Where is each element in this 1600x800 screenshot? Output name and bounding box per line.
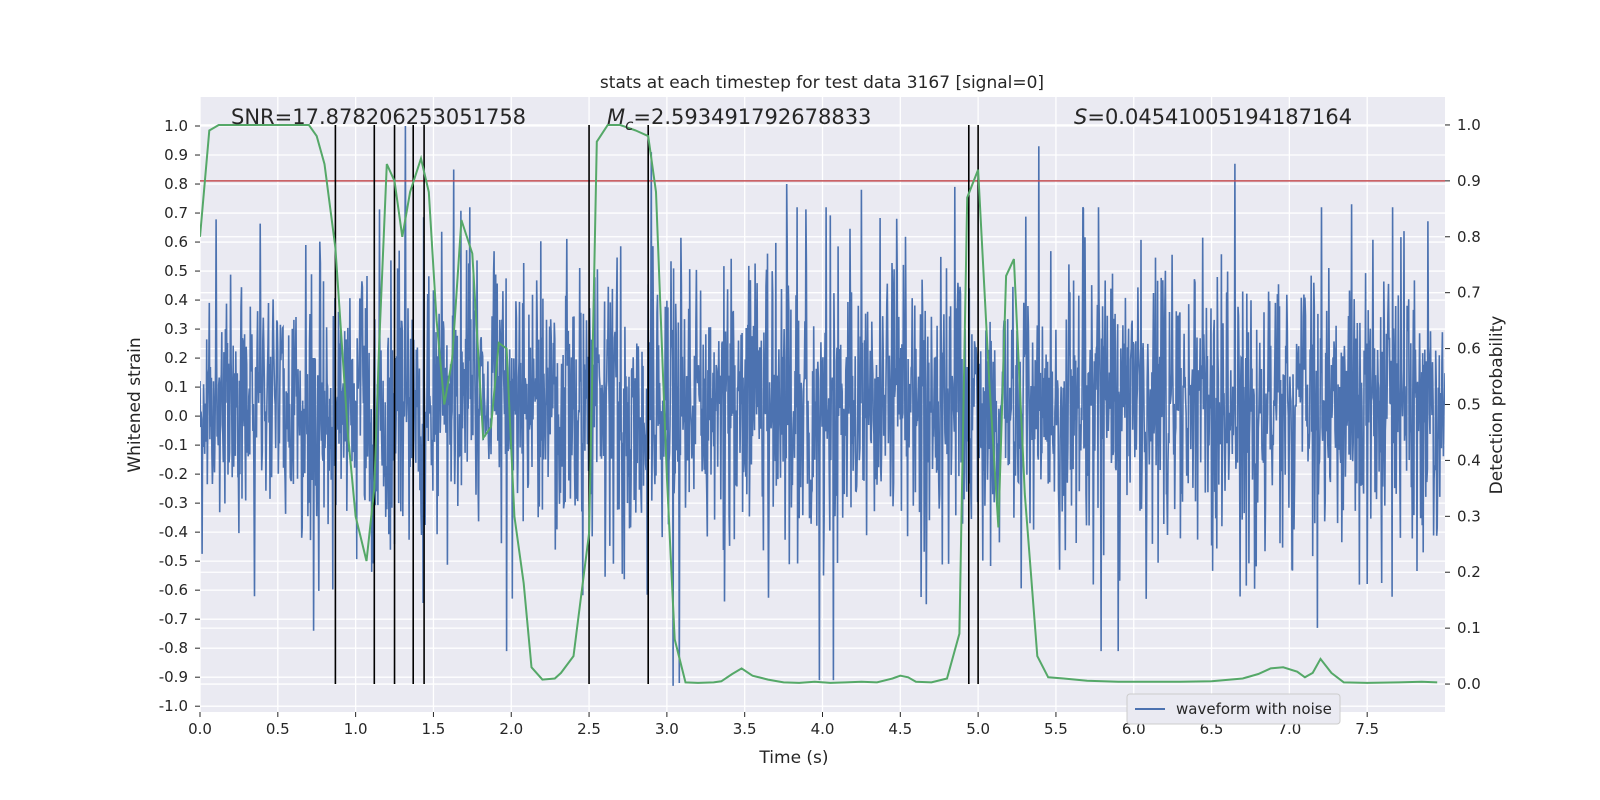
right-y-axis-ticks: 0.0 0.1 0.2 0.3 0.4 0.5 0.6 0.7 0.8 0.9 1.0: [1445, 116, 1481, 693]
right-y-tick-label: 0.1: [1457, 619, 1481, 637]
x-tick-label: 2.5: [577, 720, 601, 738]
right-y-tick-label: 0.0: [1457, 675, 1481, 693]
y-tick-label: -1.0: [159, 697, 188, 715]
series-waveform-with-noise: [200, 125, 1445, 686]
y-tick-label: -0.8: [159, 639, 188, 657]
y-tick-label: 0.0: [164, 407, 188, 425]
y-tick-label: 0.3: [164, 320, 188, 338]
y-tick-label: -0.2: [159, 465, 188, 483]
y-tick-label: 0.8: [164, 175, 188, 193]
right-y-tick-label: 0.9: [1457, 172, 1481, 190]
y-tick-label: -0.3: [159, 494, 188, 512]
chirp-mass-subscript: c: [625, 116, 634, 134]
x-tick-label: 7.5: [1355, 720, 1379, 738]
y-tick-label: -0.1: [159, 436, 188, 454]
right-y-tick-label: 0.4: [1457, 451, 1481, 469]
vertical-markers: [334, 124, 979, 685]
x-tick-label: 5.5: [1044, 720, 1068, 738]
legend-entry: waveform with noise: [1176, 700, 1332, 718]
legend-box: [1126, 693, 1341, 725]
chirp-mass-annotation: Mc=2.593491792678833: [607, 105, 871, 134]
chirp-mass-value: =2.593491792678833: [633, 105, 871, 129]
y-tick-label: -0.6: [159, 581, 188, 599]
x-tick-label: 4.5: [888, 720, 912, 738]
y-axis-ticks: -1.0 -0.9 -0.8 -0.7 -0.6 -0.5 -0.4 -0.3 -0.2 -0.1…: [159, 117, 200, 715]
x-tick-label: 1.0: [344, 720, 368, 738]
y-tick-label: 0.4: [164, 291, 188, 309]
right-y-tick-label: 0.8: [1457, 228, 1481, 246]
chirp-mass-symbol: M: [607, 105, 625, 129]
x-tick-label: 3.5: [733, 720, 757, 738]
y-tick-label: -0.7: [159, 610, 188, 628]
right-y-tick-label: 0.6: [1457, 340, 1481, 358]
y-tick-label: 0.9: [164, 146, 188, 164]
y-tick-label: 1.0: [164, 117, 188, 135]
legend: waveform with noise: [1126, 693, 1341, 725]
s-annotation: S=0.04541005194187164: [1074, 105, 1352, 129]
x-tick-label: 3.0: [655, 720, 679, 738]
x-tick-label: 1.5: [422, 720, 446, 738]
x-tick-label: 0.5: [266, 720, 290, 738]
y-tick-label: -0.5: [159, 552, 188, 570]
x-tick-label: 5.0: [966, 720, 990, 738]
y-tick-label: -0.4: [159, 523, 188, 541]
s-value: =0.04541005194187164: [1087, 105, 1352, 129]
x-tick-label: 2.0: [499, 720, 523, 738]
s-symbol: S: [1074, 105, 1087, 129]
right-y-tick-label: 0.2: [1457, 563, 1481, 581]
y-tick-label: 0.2: [164, 349, 188, 367]
x-axis-ticks: 0.0 0.5 1.0 1.5 2.0 2.5 3.0 3.5 4.0 4.5 5.0 5.5 6.0 6…: [188, 712, 1379, 738]
right-y-axis-label: Detection probability: [1487, 316, 1507, 495]
right-y-tick-label: 0.3: [1457, 507, 1481, 525]
right-y-tick-label: 1.0: [1457, 116, 1481, 134]
x-axis-label: Time (s): [758, 748, 828, 768]
y-tick-label: 0.5: [164, 262, 188, 280]
right-y-tick-label: 0.5: [1457, 396, 1481, 414]
y-tick-label: 0.7: [164, 204, 188, 222]
y-tick-label: 0.1: [164, 378, 188, 396]
x-tick-label: 4.0: [811, 720, 835, 738]
y-tick-label: 0.6: [164, 233, 188, 251]
chart-title: stats at each timestep for test data 316…: [600, 73, 1044, 93]
y-tick-label: -0.9: [159, 668, 188, 686]
y-axis-label: Whitened strain: [125, 337, 145, 472]
snr-annotation: SNR=17.878206253051758: [231, 105, 526, 129]
series-detection-probability: [200, 124, 1438, 684]
x-tick-label: 0.0: [188, 720, 212, 738]
right-y-tick-label: 0.7: [1457, 284, 1481, 302]
